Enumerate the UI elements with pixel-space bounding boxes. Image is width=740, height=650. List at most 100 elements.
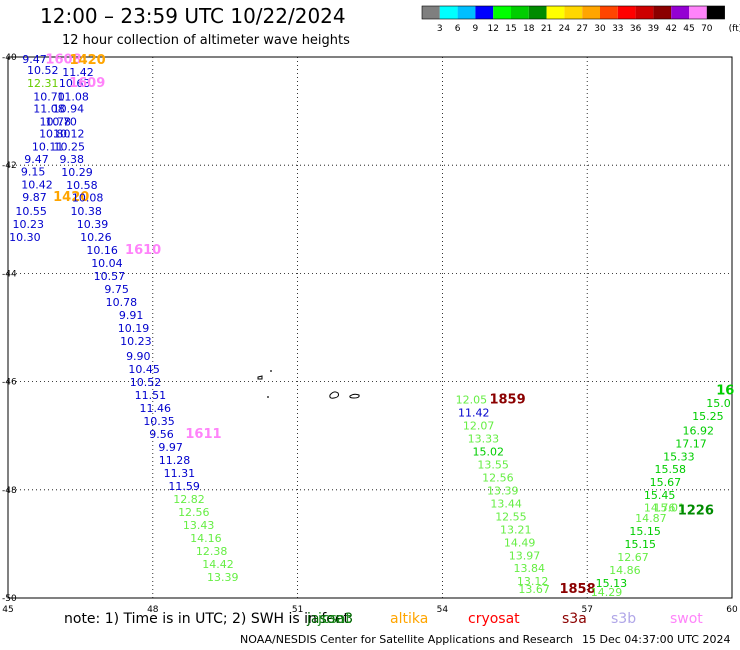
wave-height-label: 15.25 [692,410,724,423]
legend-altika: altika [390,611,429,627]
wave-height-label: 9.87 [22,191,47,204]
time-label: 1226 [678,503,714,518]
wave-height-label: 13.43 [183,519,215,532]
colorbar-swatch [671,6,689,19]
wave-height-label: 10.16 [86,244,118,257]
wave-height-label: 13.33 [468,432,500,445]
wave-height-label: 12.56 [482,471,514,484]
colorbar-swatch [600,6,618,19]
wave-height-label: 11.51 [135,389,167,402]
wave-height-label: 10.26 [80,231,112,244]
wave-height-label: 12.56 [178,506,210,519]
wave-height-label: 9.90 [126,350,151,363]
colorbar-swatch [564,6,583,19]
wave-height-label: 12.05 [456,393,488,406]
wave-height-label: 13.84 [514,562,546,575]
colorbar-label: 27 [576,24,587,34]
time-label: 1420 [70,53,106,68]
legend-swot: swot [670,611,703,627]
wave-height-label: 10.35 [143,415,175,428]
wave-height-label: 10.23 [120,335,152,348]
y-tick-label: -48 [2,486,17,496]
wave-height-label: 13.12 [517,575,549,588]
wave-height-label: 15.58 [654,463,686,476]
x-tick-label: 48 [147,605,159,615]
wave-height-label: 11.42 [62,66,94,79]
wave-height-label: 11.28 [159,454,191,467]
colorbar-label: 24 [559,24,571,34]
wave-height-label: 11.42 [458,406,490,419]
wave-height-label: 13.97 [509,549,541,562]
colorbar-label: 15 [505,24,516,34]
wave-height-label: 10.45 [128,363,160,376]
time-label: 1611 [185,427,221,442]
colorbar-swatch [528,6,547,19]
wave-height-label: 10.23 [13,218,45,231]
wave-height-label: 10.70 [45,115,77,128]
plot-frame [7,56,733,599]
legend-jcsat: jcsat [318,611,351,627]
y-tick-label: -40 [2,53,17,63]
wave-height-label: 11.08 [33,102,65,115]
colorbar-swatch [457,6,476,19]
wave-height-label: 14.29 [591,586,623,599]
grid [7,56,733,599]
credit-text: NOAA/NESDIS Center for Satellite Applica… [240,633,574,646]
wave-height-label: 13.44 [490,497,522,510]
wave-height-label: 15.01 [654,502,686,515]
legend-s3a: s3a [562,611,587,627]
wave-height-label: 10.19 [118,322,150,335]
chart-subtitle: 12 hour collection of altimeter wave hei… [62,33,350,48]
wave-height-label: 12.67 [617,551,649,564]
colorbar-label: 21 [541,24,552,34]
wave-height-label: 10.11 [32,140,64,153]
note-text: note: 1) Time is in UTC; 2) SWH is in fe… [64,611,350,627]
wave-height-label: 10.57 [94,270,126,283]
y-tick-label: -44 [2,269,17,279]
wave-height-label: 14.76 [644,502,676,515]
wave-height-label: 10.70 [33,90,65,103]
wave-height-label: 9.75 [104,283,129,296]
legend-jason3: jason3 [307,611,354,627]
x-tick-label: 51 [292,605,303,615]
x-tick-labels: 45 48 51 54 57 60 [2,605,738,615]
colorbar-swatch [617,6,636,19]
wave-height-label: 9.47 [24,153,49,166]
wave-height-label: 10.39 [77,218,109,231]
wave-height-label: 9.97 [158,441,183,454]
time-label: 1609 [69,76,105,91]
wave-height-label: 14.16 [190,532,222,545]
colorbar-label: 33 [612,24,623,34]
wave-height-label: 10.58 [66,179,98,192]
wave-height-label: 15.45 [644,489,676,502]
wave-height-label: 10.80 [39,127,71,140]
wave-height-label: 10.12 [53,127,85,140]
wave-height-label: 12.31 [27,77,59,90]
wave-height-label: 10.38 [70,205,102,218]
colorbar-swatch [422,6,440,19]
wave-height-label: 10.29 [61,166,93,179]
colorbar-swatch [493,6,511,19]
colorbar-label: 45 [683,24,694,34]
wave-height-label: 15.33 [663,450,695,463]
wave-height-label: 15.13 [596,577,628,590]
colorbar-swatch [582,6,600,19]
colorbar-swatch [511,6,529,19]
colorbar-swatch [706,6,725,19]
wave-height-label: 9.47 [22,53,47,66]
y-tick-labels: -40 -42 -44 -46 -48 -50 [2,53,17,604]
wave-height-label: 13.67 [518,583,550,596]
colorbar-label: 9 [473,24,479,34]
colorbar-swatch [546,6,565,19]
wave-height-label: 10.78 [40,115,72,128]
x-tick-label: 60 [726,605,738,615]
time-label: 16 [716,383,734,398]
wave-height-label: 10.30 [9,231,41,244]
wave-height-label: 10.04 [91,257,123,270]
wave-height-label: 9.15 [21,166,46,179]
colorbar-label: 18 [523,24,535,34]
colorbar-label: 30 [594,24,606,34]
wave-height-label: 15.02 [473,445,505,458]
